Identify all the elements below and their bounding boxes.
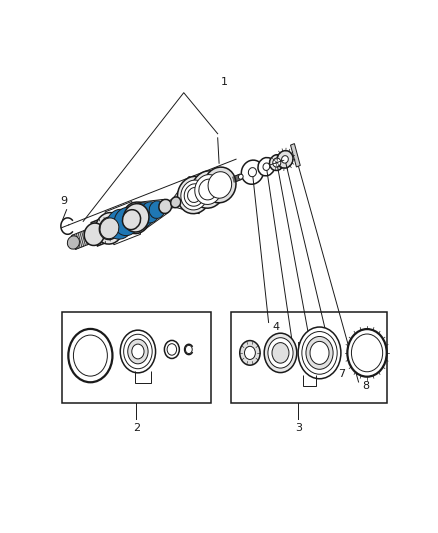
Ellipse shape <box>199 179 218 200</box>
Ellipse shape <box>74 335 107 376</box>
Ellipse shape <box>269 155 284 171</box>
Ellipse shape <box>132 344 144 359</box>
Ellipse shape <box>149 201 165 219</box>
Ellipse shape <box>306 336 333 369</box>
Ellipse shape <box>177 176 211 214</box>
Ellipse shape <box>240 341 260 365</box>
Ellipse shape <box>277 151 293 168</box>
Ellipse shape <box>273 158 281 167</box>
Polygon shape <box>219 176 234 189</box>
Polygon shape <box>71 227 97 249</box>
Polygon shape <box>190 170 224 210</box>
Ellipse shape <box>84 223 104 246</box>
Ellipse shape <box>185 345 192 353</box>
Ellipse shape <box>302 332 337 374</box>
Ellipse shape <box>132 203 154 228</box>
Ellipse shape <box>167 344 177 355</box>
Ellipse shape <box>208 172 232 198</box>
Ellipse shape <box>191 171 225 208</box>
Ellipse shape <box>164 341 179 359</box>
Ellipse shape <box>238 174 243 179</box>
Polygon shape <box>91 216 113 246</box>
Bar <box>231 312 387 402</box>
Bar <box>61 312 211 402</box>
Ellipse shape <box>124 204 149 232</box>
Ellipse shape <box>171 197 181 208</box>
Polygon shape <box>174 176 199 214</box>
Ellipse shape <box>248 167 256 177</box>
Text: 4: 4 <box>272 321 279 332</box>
Ellipse shape <box>95 213 124 244</box>
Ellipse shape <box>298 327 341 379</box>
Text: 2: 2 <box>133 423 140 433</box>
Ellipse shape <box>100 218 119 239</box>
Ellipse shape <box>159 199 172 214</box>
Ellipse shape <box>128 339 148 364</box>
Ellipse shape <box>106 209 133 239</box>
Ellipse shape <box>122 202 150 233</box>
Ellipse shape <box>123 209 141 230</box>
Polygon shape <box>290 143 300 167</box>
Ellipse shape <box>347 329 387 377</box>
Text: 1: 1 <box>221 77 228 87</box>
Ellipse shape <box>258 158 275 176</box>
Ellipse shape <box>244 346 255 359</box>
Polygon shape <box>105 201 141 245</box>
Ellipse shape <box>272 343 289 363</box>
Text: 3: 3 <box>295 423 302 433</box>
Ellipse shape <box>187 188 201 203</box>
Ellipse shape <box>264 333 297 373</box>
Ellipse shape <box>68 329 113 382</box>
Text: 9: 9 <box>61 196 68 206</box>
Ellipse shape <box>99 217 120 239</box>
Polygon shape <box>132 199 167 233</box>
Ellipse shape <box>241 160 264 184</box>
Ellipse shape <box>114 207 140 236</box>
Ellipse shape <box>268 338 293 368</box>
Ellipse shape <box>282 156 288 163</box>
Ellipse shape <box>124 334 152 369</box>
Ellipse shape <box>141 202 160 223</box>
Ellipse shape <box>195 175 222 205</box>
Ellipse shape <box>204 167 236 203</box>
Ellipse shape <box>67 236 79 249</box>
Ellipse shape <box>181 180 208 210</box>
Text: 7: 7 <box>338 369 345 379</box>
Polygon shape <box>164 191 195 211</box>
Text: 5: 5 <box>296 342 303 352</box>
Polygon shape <box>232 174 241 183</box>
Text: 8: 8 <box>362 381 369 391</box>
Ellipse shape <box>120 330 155 373</box>
Text: 6: 6 <box>316 357 323 367</box>
Ellipse shape <box>263 163 270 171</box>
Ellipse shape <box>351 334 383 372</box>
Ellipse shape <box>310 342 329 365</box>
Ellipse shape <box>184 184 205 206</box>
